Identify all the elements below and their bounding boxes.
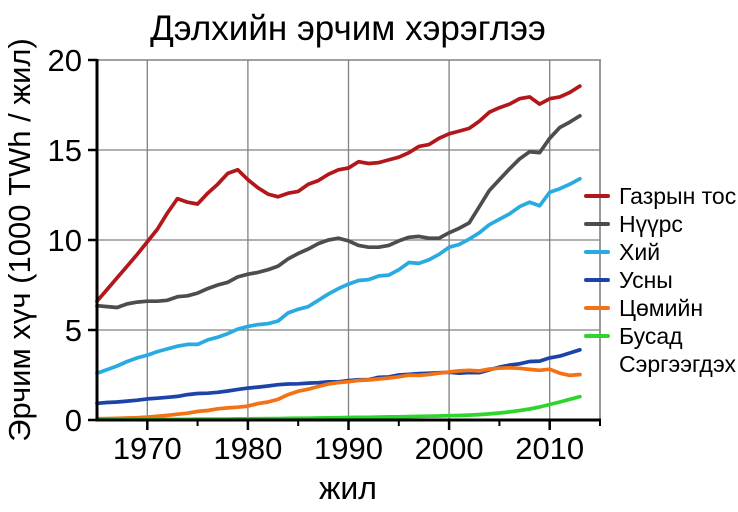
- y-tick-label: 5: [65, 313, 82, 348]
- series-line-oil: [95, 84, 582, 304]
- legend-label-oil: Газрын тос: [619, 183, 737, 209]
- legend-item-other-renewables: Бусад Сэргээгдэх: [584, 322, 736, 378]
- legend-label-other-renewables: Бусад Сэргээгдэх: [619, 323, 737, 377]
- y-tick-label: 10: [48, 223, 82, 258]
- axis-layer: 0 5 10 15 20 1970 1980 1990 2000 2010: [48, 43, 601, 466]
- y-tick-label: 20: [48, 43, 82, 78]
- series-line-gas: [95, 176, 582, 376]
- series-line-nuclear: [95, 365, 582, 421]
- series-line-hydro: [95, 347, 582, 406]
- x-tick-label: 2000: [415, 431, 484, 466]
- chart-title: Дэлхийн эрчим хэрэглээ: [150, 9, 546, 48]
- legend-item-coal: Нүүрс: [584, 210, 736, 238]
- legend-item-oil: Газрын тос: [584, 182, 736, 210]
- x-tick-label: 2010: [515, 431, 584, 466]
- x-axis-title: жил: [319, 470, 377, 506]
- legend-item-gas: Хий: [584, 238, 736, 266]
- legend-swatch-coal: [584, 222, 610, 226]
- x-tick-label: 1990: [314, 431, 383, 466]
- y-tick-label: 0: [65, 403, 82, 438]
- legend-swatch-hydro: [584, 278, 610, 282]
- y-tick-label: 15: [48, 133, 82, 168]
- grid-layer: [97, 59, 601, 420]
- x-tick-label: 1980: [213, 431, 282, 466]
- legend-swatch-other-renewables: [584, 334, 610, 338]
- legend: Газрын тос Нүүрс Хий Усны Цөмийн Бусад Сэргээ…: [584, 182, 736, 378]
- legend-label-gas: Хий: [619, 239, 661, 265]
- series-layer: [95, 84, 582, 422]
- legend-item-nuclear: Цөмийн: [584, 294, 736, 322]
- legend-swatch-nuclear: [584, 306, 610, 310]
- series-line-coal: [95, 113, 582, 310]
- legend-swatch-gas: [584, 250, 610, 254]
- y-axis-title: Эрчим хүч (1000 TWh / жил): [2, 38, 37, 442]
- legend-label-hydro: Усны: [619, 267, 673, 293]
- legend-label-nuclear: Цөмийн: [619, 295, 704, 321]
- legend-label-coal: Нүүрс: [619, 211, 683, 237]
- legend-item-hydro: Усны: [584, 266, 736, 294]
- legend-swatch-oil: [584, 194, 610, 198]
- x-tick-label: 1970: [113, 431, 182, 466]
